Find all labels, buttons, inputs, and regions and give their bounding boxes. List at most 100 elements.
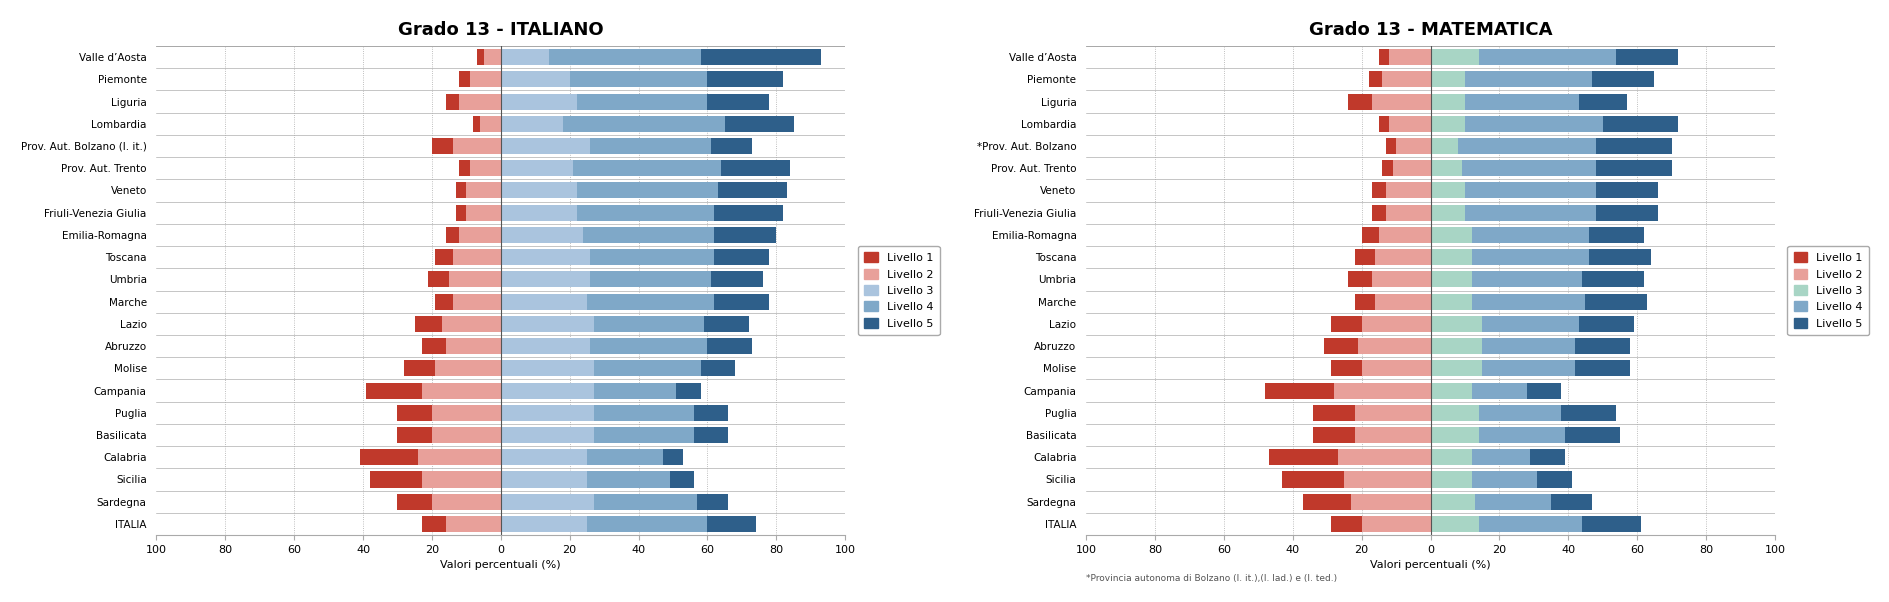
Bar bbox=[584, 227, 714, 243]
Bar bbox=[723, 116, 793, 132]
Bar bbox=[693, 405, 727, 421]
Bar bbox=[1430, 138, 1456, 154]
Bar bbox=[1354, 249, 1375, 265]
Bar bbox=[1347, 272, 1371, 287]
Bar bbox=[1347, 93, 1371, 110]
Bar bbox=[569, 71, 706, 87]
Bar bbox=[1551, 494, 1592, 510]
Bar bbox=[548, 49, 701, 65]
Bar bbox=[417, 449, 501, 465]
Bar bbox=[593, 382, 676, 399]
Bar bbox=[1360, 316, 1430, 332]
Bar bbox=[701, 49, 820, 65]
Bar bbox=[1472, 249, 1589, 265]
Bar bbox=[480, 116, 501, 132]
Bar bbox=[1472, 471, 1536, 488]
Bar bbox=[1430, 182, 1464, 199]
Bar bbox=[1477, 516, 1581, 532]
Bar bbox=[1594, 160, 1670, 176]
Bar bbox=[1536, 471, 1572, 488]
Bar bbox=[593, 361, 701, 376]
Bar bbox=[1581, 272, 1643, 287]
Bar bbox=[433, 427, 501, 443]
Bar bbox=[706, 71, 782, 87]
Bar bbox=[693, 427, 727, 443]
Bar bbox=[1430, 249, 1472, 265]
Bar bbox=[421, 516, 446, 532]
Bar bbox=[1381, 160, 1392, 176]
Bar bbox=[501, 449, 587, 465]
Bar bbox=[1589, 227, 1643, 243]
Bar bbox=[397, 427, 433, 443]
Bar bbox=[455, 205, 467, 221]
Bar bbox=[1268, 449, 1337, 465]
Bar bbox=[1334, 382, 1430, 399]
Bar bbox=[1337, 449, 1430, 465]
Bar bbox=[1430, 338, 1481, 354]
Bar bbox=[1464, 205, 1594, 221]
Bar bbox=[1371, 93, 1430, 110]
Bar bbox=[714, 205, 782, 221]
Bar bbox=[1371, 182, 1385, 199]
Bar bbox=[451, 249, 501, 265]
Bar bbox=[1385, 138, 1396, 154]
Bar bbox=[459, 93, 501, 110]
Bar bbox=[1481, 361, 1574, 376]
Bar bbox=[450, 272, 501, 287]
Bar bbox=[1392, 160, 1430, 176]
Bar bbox=[1430, 449, 1472, 465]
Bar bbox=[404, 361, 434, 376]
Bar bbox=[714, 249, 769, 265]
Bar bbox=[1594, 205, 1657, 221]
Bar bbox=[593, 427, 693, 443]
Bar bbox=[572, 160, 722, 176]
Bar bbox=[589, 272, 710, 287]
Bar bbox=[1430, 272, 1472, 287]
Bar bbox=[470, 160, 501, 176]
Bar bbox=[1430, 427, 1477, 443]
Bar bbox=[669, 471, 693, 488]
Bar bbox=[1430, 71, 1464, 87]
Bar bbox=[1472, 449, 1530, 465]
Bar bbox=[1574, 338, 1630, 354]
Bar bbox=[1615, 49, 1677, 65]
Bar bbox=[446, 338, 501, 354]
Bar bbox=[1594, 182, 1657, 199]
Bar bbox=[576, 93, 706, 110]
Bar bbox=[501, 338, 589, 354]
Bar bbox=[1592, 71, 1653, 87]
Bar bbox=[710, 272, 761, 287]
Bar bbox=[587, 294, 714, 309]
Bar bbox=[1477, 49, 1615, 65]
Bar bbox=[359, 449, 417, 465]
Bar bbox=[1360, 361, 1430, 376]
Bar bbox=[593, 405, 693, 421]
Bar bbox=[397, 405, 433, 421]
Title: Grado 13 - ITALIANO: Grado 13 - ITALIANO bbox=[399, 21, 603, 39]
Bar bbox=[1430, 160, 1460, 176]
Bar bbox=[576, 205, 714, 221]
Bar bbox=[1464, 182, 1594, 199]
Bar bbox=[587, 471, 669, 488]
Bar bbox=[1430, 361, 1481, 376]
Bar bbox=[501, 516, 587, 532]
Bar bbox=[676, 382, 701, 399]
Text: *Provincia autonoma di Bolzano (l. it.),(l. lad.) e (l. ted.): *Provincia autonoma di Bolzano (l. it.),… bbox=[1086, 574, 1337, 583]
Bar bbox=[1375, 294, 1430, 309]
Bar bbox=[1560, 405, 1615, 421]
Bar bbox=[1396, 138, 1430, 154]
Bar bbox=[446, 227, 459, 243]
Bar bbox=[1375, 249, 1430, 265]
Bar bbox=[1368, 71, 1381, 87]
Bar bbox=[1564, 427, 1619, 443]
Bar bbox=[576, 182, 718, 199]
Bar bbox=[1464, 93, 1577, 110]
Bar bbox=[1358, 338, 1430, 354]
Bar bbox=[484, 49, 501, 65]
Bar bbox=[501, 405, 593, 421]
Bar bbox=[1456, 138, 1594, 154]
Bar bbox=[1379, 227, 1430, 243]
Bar bbox=[501, 227, 584, 243]
Bar bbox=[421, 471, 501, 488]
Bar bbox=[663, 449, 684, 465]
